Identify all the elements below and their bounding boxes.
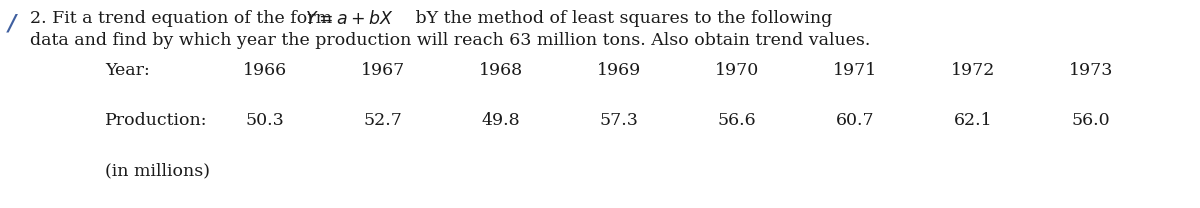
Text: 57.3: 57.3 xyxy=(600,112,638,129)
Text: 49.8: 49.8 xyxy=(481,112,521,129)
Text: 1971: 1971 xyxy=(833,62,877,79)
Text: 2. Fit a trend equation of the form: 2. Fit a trend equation of the form xyxy=(30,10,337,27)
Text: 62.1: 62.1 xyxy=(954,112,992,129)
Text: 1973: 1973 xyxy=(1069,62,1114,79)
Text: 1966: 1966 xyxy=(242,62,287,79)
Text: 56.6: 56.6 xyxy=(718,112,756,129)
Text: 1970: 1970 xyxy=(715,62,760,79)
Text: Year:: Year: xyxy=(106,62,150,79)
Text: 52.7: 52.7 xyxy=(364,112,402,129)
Text: 1968: 1968 xyxy=(479,62,523,79)
Text: (in millions): (in millions) xyxy=(106,162,210,179)
Text: 50.3: 50.3 xyxy=(246,112,284,129)
Text: Production:: Production: xyxy=(106,112,208,129)
Text: 1967: 1967 xyxy=(361,62,406,79)
Text: /: / xyxy=(8,12,16,34)
Text: data and find by which year the production will reach 63 million tons. Also obta: data and find by which year the producti… xyxy=(30,32,870,49)
Text: 60.7: 60.7 xyxy=(835,112,875,129)
Text: 56.0: 56.0 xyxy=(1072,112,1110,129)
Text: $Y = a + bX$: $Y = a + bX$ xyxy=(305,10,394,28)
Text: bY the method of least squares to the following: bY the method of least squares to the fo… xyxy=(410,10,833,27)
Text: 1972: 1972 xyxy=(950,62,995,79)
Text: 1969: 1969 xyxy=(596,62,641,79)
